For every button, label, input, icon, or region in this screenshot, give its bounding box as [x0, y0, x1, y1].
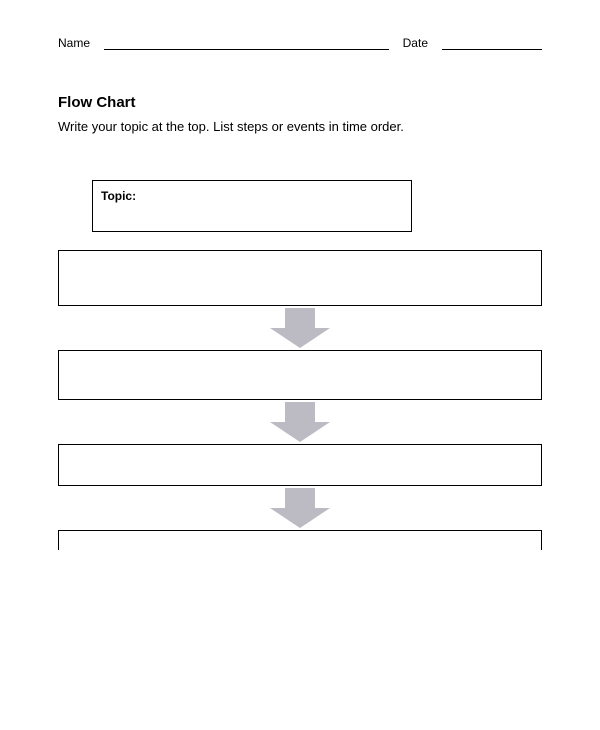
step-box-2 — [58, 350, 542, 400]
step-box-3 — [58, 444, 542, 486]
page-title: Flow Chart — [58, 94, 542, 111]
arrow-down-icon — [270, 402, 330, 442]
step-box-4 — [58, 530, 542, 550]
arrow-down-icon — [270, 308, 330, 348]
name-label: Name — [58, 36, 90, 50]
worksheet-page: Name Date Flow Chart Write your topic at… — [0, 0, 600, 550]
flowchart: Topic: — [58, 180, 542, 550]
instruction-text: Write your topic at the top. List steps … — [58, 119, 542, 134]
header-line: Name Date — [58, 36, 542, 50]
topic-box: Topic: — [92, 180, 412, 232]
step-box-1 — [58, 250, 542, 306]
topic-label: Topic: — [101, 189, 136, 203]
arrow-down-icon — [270, 488, 330, 528]
name-field-line — [104, 36, 389, 50]
date-field-line — [442, 36, 542, 50]
date-label: Date — [403, 36, 428, 50]
